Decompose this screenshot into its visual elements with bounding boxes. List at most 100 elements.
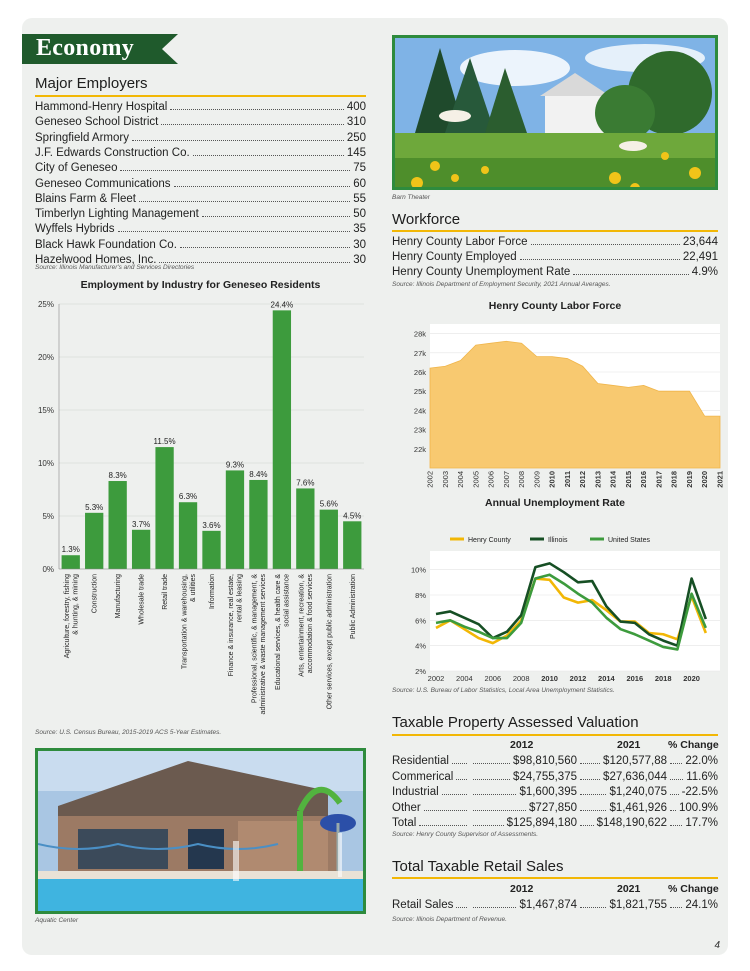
x-tick-label: 2012 — [578, 471, 587, 488]
x-tick-label: 2008 — [513, 674, 530, 683]
page-title: Economy — [36, 35, 135, 61]
dot-leader — [580, 763, 601, 764]
assessed-row-label: Industrial — [392, 786, 439, 798]
dot-leader — [138, 200, 351, 202]
x-category-label: & hunting, & mining — [72, 574, 79, 635]
employer-row: Blains Farm & Fleet 55 — [35, 191, 366, 205]
employers-rule — [35, 95, 366, 97]
workforce-value: 23,644 — [682, 236, 718, 248]
y-tick-label: 20% — [38, 353, 54, 362]
dot-leader — [580, 809, 607, 811]
page-panel: Economy Major Employers Hammond-Henry Ho… — [22, 18, 728, 955]
assessed-col-2021: 2021 — [617, 739, 641, 751]
employer-value: 30 — [353, 254, 366, 266]
employer-value: 50 — [353, 208, 366, 221]
x-tick-label: 2006 — [484, 674, 501, 683]
bar — [178, 502, 198, 569]
dot-leader — [670, 763, 683, 764]
assessed-cell: -22.5% — [667, 784, 718, 798]
y-tick-label: 8% — [415, 591, 426, 600]
x-tick-label: 2006 — [487, 471, 496, 488]
assessed-cell: 11.6% — [667, 769, 718, 783]
x-tick-label: 2007 — [502, 471, 511, 488]
retail-cell: $1,467,874 — [470, 897, 577, 911]
y-tick-label: 24k — [414, 406, 426, 415]
barn-caption: Barn Theater — [392, 194, 430, 201]
retail-col-2021: 2021 — [617, 883, 641, 895]
series-line — [435, 577, 708, 645]
assessed-value: $148,190,622 — [596, 817, 667, 829]
assessed-cell: $727,850 — [470, 800, 577, 814]
employer-label: Springfield Armory — [35, 131, 129, 144]
x-category-label: administrative & waste management servic… — [260, 574, 267, 715]
y-tick-label: 26k — [414, 368, 426, 377]
bar-data-label: 8.3% — [109, 471, 127, 480]
workforce-label: Henry County Labor Force — [392, 236, 528, 248]
dot-leader — [131, 139, 344, 141]
x-category-label: Wholesale trade — [139, 574, 146, 625]
assessed-row-label: Residential — [392, 755, 449, 767]
y-tick-label: 25% — [38, 300, 54, 309]
x-tick-label: 2020 — [700, 471, 709, 488]
dot-leader — [441, 794, 467, 795]
dot-leader — [117, 231, 351, 233]
dot-leader — [473, 907, 517, 908]
dot-leader — [473, 778, 511, 780]
assessed-cell: 17.7% — [667, 815, 718, 829]
dot-leader — [451, 763, 467, 764]
dot-leader — [161, 124, 344, 126]
assessed-value: $727,850 — [529, 801, 577, 814]
x-tick-label: 2015 — [624, 471, 633, 488]
assessed-cell: Residential — [392, 753, 470, 767]
assessed-row-label: Other — [392, 801, 421, 814]
retail-rule — [392, 877, 718, 879]
x-category-label: Finance & insurance, real estate, — [228, 574, 235, 676]
labor-force-area — [429, 340, 721, 469]
legend-label: United States — [608, 537, 651, 544]
x-category-label: Construction — [92, 574, 99, 613]
x-tick-label: 2018 — [670, 471, 679, 488]
unemployment-chart-title: Annual Unemployment Rate — [484, 497, 626, 509]
employer-label: Hammond-Henry Hospital — [35, 101, 168, 113]
dot-leader — [530, 244, 680, 245]
employers-title: Major Employers — [35, 75, 148, 92]
industry-chart-source: Source: U.S. Census Bureau, 2015-2019 AC… — [35, 729, 222, 736]
x-tick-label: 2010 — [541, 674, 558, 683]
employer-label: Wyffels Hybrids — [35, 223, 115, 236]
assessed-title: Taxable Property Assessed Valuation — [392, 714, 639, 731]
assessed-cell: $24,755,375 — [470, 769, 577, 783]
dot-leader — [419, 825, 467, 826]
x-tick-label: 2012 — [570, 674, 587, 683]
retail-cell: $1,821,755 — [577, 897, 667, 911]
bar — [61, 555, 80, 569]
x-tick-label: 2016 — [639, 471, 648, 488]
y-tick-label: 28k — [414, 330, 426, 339]
bar — [202, 530, 221, 569]
assessed-value: $1,600,395 — [519, 786, 577, 798]
retail-col-2012: 2012 — [510, 883, 534, 895]
dot-leader — [170, 109, 344, 110]
employer-value: 145 — [346, 146, 366, 159]
x-tick-label: 2018 — [655, 674, 672, 683]
bar — [343, 521, 362, 569]
workforce-row: Henry County Labor Force 23,644 — [392, 234, 718, 248]
y-tick-label: 15% — [38, 406, 54, 415]
x-tick-label: 2011 — [563, 471, 572, 487]
workforce-row: Henry County Employed 22,491 — [392, 249, 718, 263]
bar — [85, 512, 104, 569]
retail-value: 24.1% — [685, 899, 718, 911]
legend-label: Henry County — [468, 537, 511, 544]
assessed-cell: Industrial — [392, 784, 470, 798]
dot-leader — [473, 763, 511, 764]
assessed-value: $1,461,926 — [609, 801, 667, 814]
assessed-value: 11.6% — [686, 770, 718, 783]
barn-theater-photo — [392, 35, 718, 190]
x-tick-label: 2004 — [456, 674, 473, 683]
dot-leader — [580, 778, 601, 780]
employer-row: Black Hawk Foundation Co. 30 — [35, 237, 366, 251]
employer-label: Geneseo School District — [35, 116, 159, 129]
workforce-label: Henry County Employed — [392, 251, 517, 263]
x-tick-label: 2014 — [598, 674, 616, 683]
assessed-value: 100.9% — [678, 801, 718, 814]
x-category-label: Public Administration — [350, 574, 357, 639]
